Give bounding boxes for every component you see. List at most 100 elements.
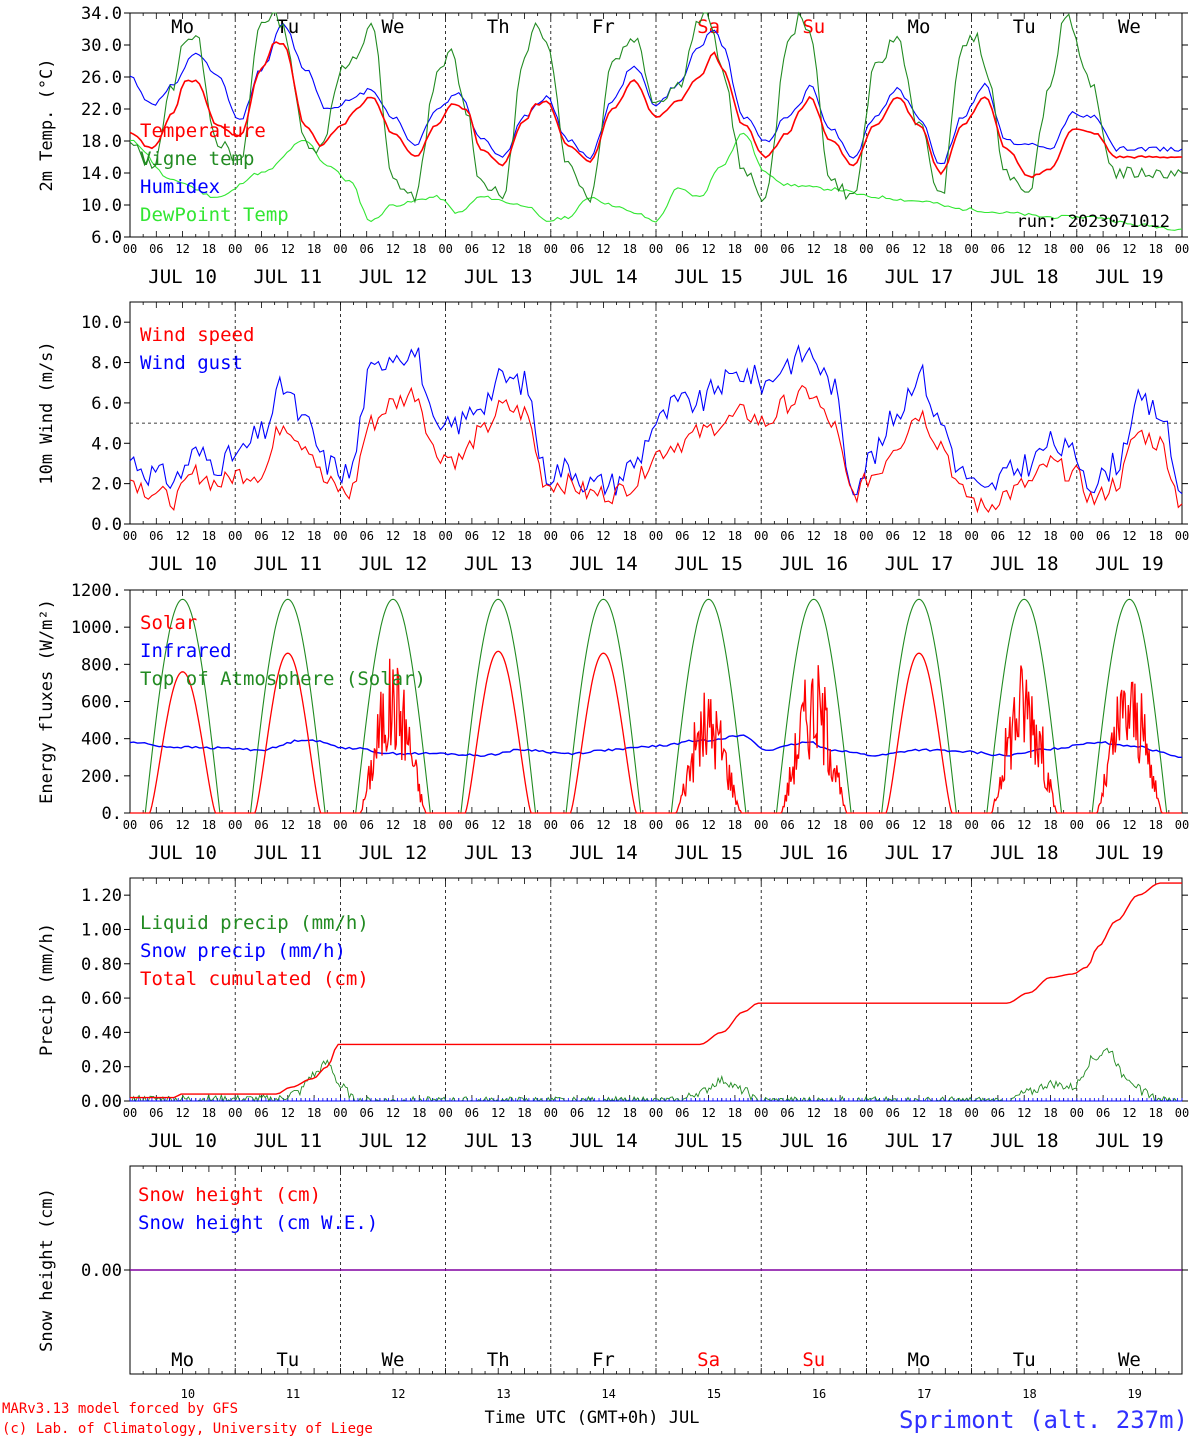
- weekday-label: Mo: [908, 1349, 931, 1371]
- hour-tick-label: 00: [754, 529, 768, 543]
- date-label: JUL 16: [779, 553, 848, 575]
- hour-tick-label: 00: [123, 529, 137, 543]
- y-tick-label: 0.0: [91, 515, 122, 535]
- hour-tick-label: 00: [964, 1106, 978, 1120]
- weekday-label: Mo: [171, 16, 194, 38]
- hour-tick-label: 12: [175, 818, 189, 832]
- y-tick-label: 1.00: [81, 920, 122, 940]
- y-tick-label: 200.: [81, 767, 122, 787]
- y-tick-label: 6.0: [91, 394, 122, 414]
- date-label: JUL 15: [674, 842, 743, 864]
- date-label: JUL 10: [148, 553, 217, 575]
- date-label: JUL 19: [1095, 842, 1164, 864]
- day-number-label: 17: [917, 1387, 931, 1401]
- y-tick-label: 0.40: [81, 1023, 122, 1043]
- hour-tick-label: 00: [228, 818, 242, 832]
- hour-tick-label: 12: [596, 1106, 610, 1120]
- hour-tick-label: 06: [1096, 818, 1110, 832]
- hour-tick-label: 18: [412, 818, 426, 832]
- hour-tick-label: 00: [1175, 242, 1189, 256]
- station-name: Sprimont (alt. 237m): [899, 1406, 1188, 1434]
- date-label: JUL 17: [885, 842, 954, 864]
- weekday-label: Tu: [276, 16, 299, 38]
- day-number-label: 14: [601, 1387, 615, 1401]
- hour-tick-label: 06: [885, 242, 899, 256]
- hour-tick-label: 18: [728, 1106, 742, 1120]
- date-label: JUL 10: [148, 1130, 217, 1152]
- hour-tick-label: 12: [807, 818, 821, 832]
- hour-tick-label: 18: [517, 1106, 531, 1120]
- hour-tick-label: 18: [412, 242, 426, 256]
- hour-tick-label: 06: [885, 1106, 899, 1120]
- date-label: JUL 15: [674, 266, 743, 288]
- weekday-label: Mo: [171, 1349, 194, 1371]
- hour-tick-label: 12: [701, 529, 715, 543]
- hour-tick-label: 18: [202, 242, 216, 256]
- hour-tick-label: 18: [517, 529, 531, 543]
- hour-tick-label: 12: [701, 242, 715, 256]
- date-label: JUL 16: [779, 842, 848, 864]
- legend-entry: Snow height (cm): [138, 1184, 321, 1206]
- weekday-label: We: [1118, 16, 1141, 38]
- hour-tick-label: 06: [254, 1106, 268, 1120]
- y-tick-label: 6.0: [91, 228, 122, 248]
- day-number-label: 19: [1127, 1387, 1141, 1401]
- hour-tick-label: 00: [228, 1106, 242, 1120]
- y-tick-label: 600.: [81, 693, 122, 713]
- hour-tick-label: 00: [438, 242, 452, 256]
- hour-tick-label: 06: [465, 529, 479, 543]
- hour-tick-label: 06: [254, 818, 268, 832]
- series-line: [129, 41, 1183, 179]
- hour-tick-label: 18: [1148, 818, 1162, 832]
- hour-tick-label: 00: [228, 529, 242, 543]
- hour-tick-label: 06: [675, 242, 689, 256]
- hour-tick-label: 18: [202, 818, 216, 832]
- date-label: JUL 17: [885, 1130, 954, 1152]
- weekday-label: Sa: [697, 1349, 720, 1371]
- y-tick-label: 10.0: [81, 196, 122, 216]
- hour-tick-label: 18: [622, 818, 636, 832]
- hour-tick-label: 00: [754, 1106, 768, 1120]
- hour-tick-label: 06: [885, 818, 899, 832]
- hour-tick-label: 12: [386, 1106, 400, 1120]
- panel-frame: [129, 589, 1183, 814]
- hour-tick-label: 06: [675, 818, 689, 832]
- hour-tick-label: 12: [807, 529, 821, 543]
- hour-tick-label: 06: [991, 1106, 1005, 1120]
- hour-tick-label: 18: [1043, 818, 1057, 832]
- date-label: JUL 17: [885, 553, 954, 575]
- hour-tick-label: 12: [596, 818, 610, 832]
- day-number-label: 13: [496, 1387, 510, 1401]
- date-label: JUL 13: [464, 842, 533, 864]
- hour-tick-label: 06: [885, 529, 899, 543]
- hour-tick-label: 18: [622, 529, 636, 543]
- liquid-precip-line: [130, 1047, 1182, 1103]
- y-axis-label: Precip (mm/h): [37, 923, 57, 1056]
- hour-tick-label: 06: [1096, 1106, 1110, 1120]
- weekday-label: We: [382, 1349, 405, 1371]
- y-tick-label: 34.0: [81, 4, 122, 24]
- hour-tick-label: 18: [622, 242, 636, 256]
- hour-tick-label: 18: [1148, 242, 1162, 256]
- hour-tick-label: 06: [570, 529, 584, 543]
- hour-tick-label: 06: [465, 242, 479, 256]
- hour-tick-label: 06: [675, 529, 689, 543]
- hour-tick-label: 00: [544, 242, 558, 256]
- hour-tick-label: 18: [938, 242, 952, 256]
- y-tick-label: 1000.: [71, 618, 122, 638]
- hour-tick-label: 00: [754, 242, 768, 256]
- hour-tick-label: 06: [570, 242, 584, 256]
- hour-tick-label: 18: [728, 242, 742, 256]
- y-tick-label: 26.0: [81, 68, 122, 88]
- day-number-label: 16: [812, 1387, 826, 1401]
- hour-tick-label: 12: [386, 242, 400, 256]
- hour-tick-label: 06: [359, 242, 373, 256]
- hour-tick-label: 06: [149, 529, 163, 543]
- y-tick-label: 0.00: [81, 1092, 122, 1112]
- weekday-label: Su: [802, 1349, 825, 1371]
- hour-tick-label: 12: [1122, 242, 1136, 256]
- hour-tick-label: 00: [333, 1106, 347, 1120]
- hour-tick-label: 12: [491, 529, 505, 543]
- hour-tick-label: 12: [912, 529, 926, 543]
- hour-tick-label: 18: [938, 529, 952, 543]
